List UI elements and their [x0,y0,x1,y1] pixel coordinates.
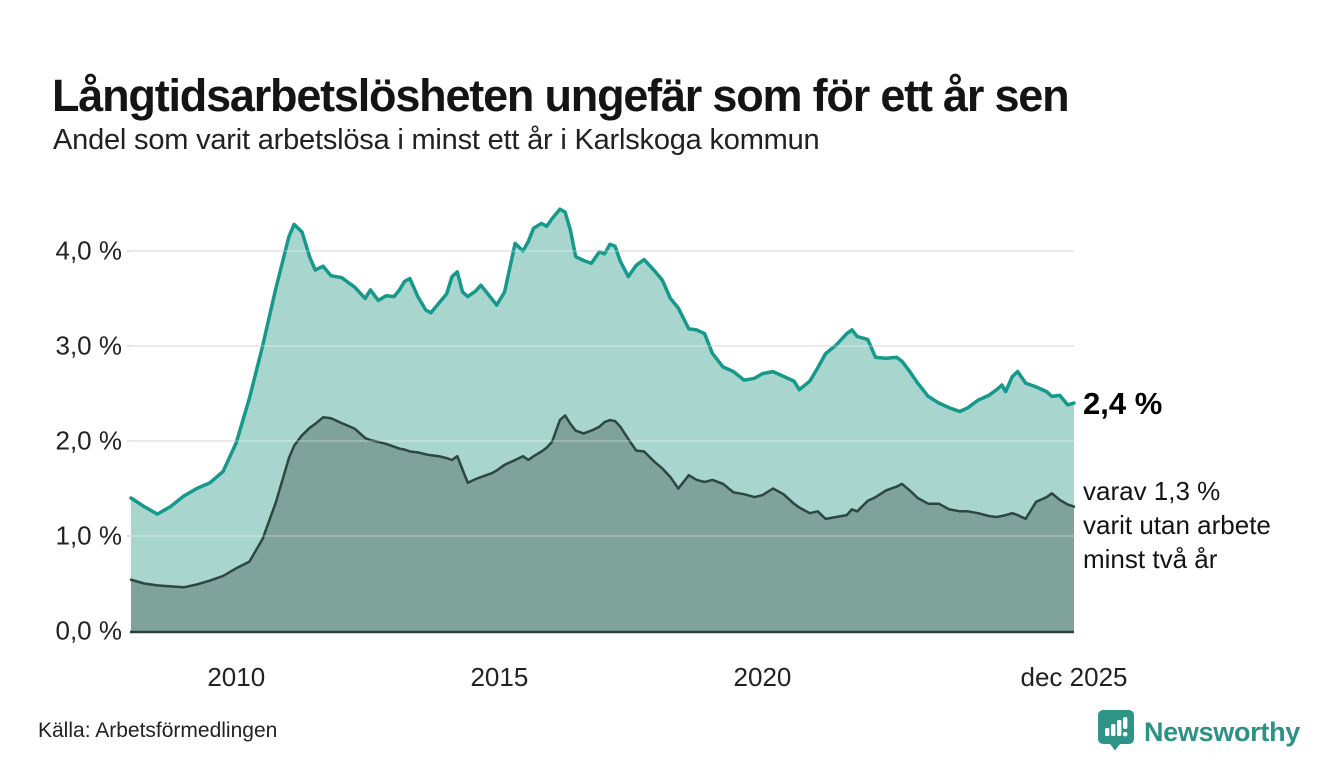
secondary-annotation-line-1: varav 1,3 % [1083,476,1221,506]
y-tick-label: 1,0 % [55,520,123,551]
secondary-series-annotation: varav 1,3 % varit utan arbete minst två … [1083,474,1271,576]
x-tick-label: dec 2025 [1020,662,1128,692]
brand-logo: Newsworthy [1097,709,1300,756]
y-tick-label: 0,0 % [55,615,123,646]
x-tick-label: 2010 [207,662,266,692]
y-tick-label: 2,0 % [55,425,123,456]
secondary-annotation-line-3: minst två år [1083,544,1218,574]
y-tick-label: 4,0 % [55,235,123,266]
brand-name: Newsworthy [1143,716,1300,747]
secondary-annotation-line-2: varit utan arbete [1083,510,1271,540]
x-tick-label: 2020 [733,662,792,692]
source-attribution: Källa: Arbetsförmedlingen [38,719,278,742]
x-tick-label: 2015 [470,662,529,692]
newsworthy-icon [1097,709,1135,756]
chart-subtitle: Andel som varit arbetslösa i minst ett å… [53,124,820,156]
area-chart [127,207,1076,634]
page-title: Långtidsarbetslösheten ungefär som för e… [52,70,1070,122]
y-tick-label: 3,0 % [55,330,123,361]
latest-value-label: 2,4 % [1083,386,1163,421]
